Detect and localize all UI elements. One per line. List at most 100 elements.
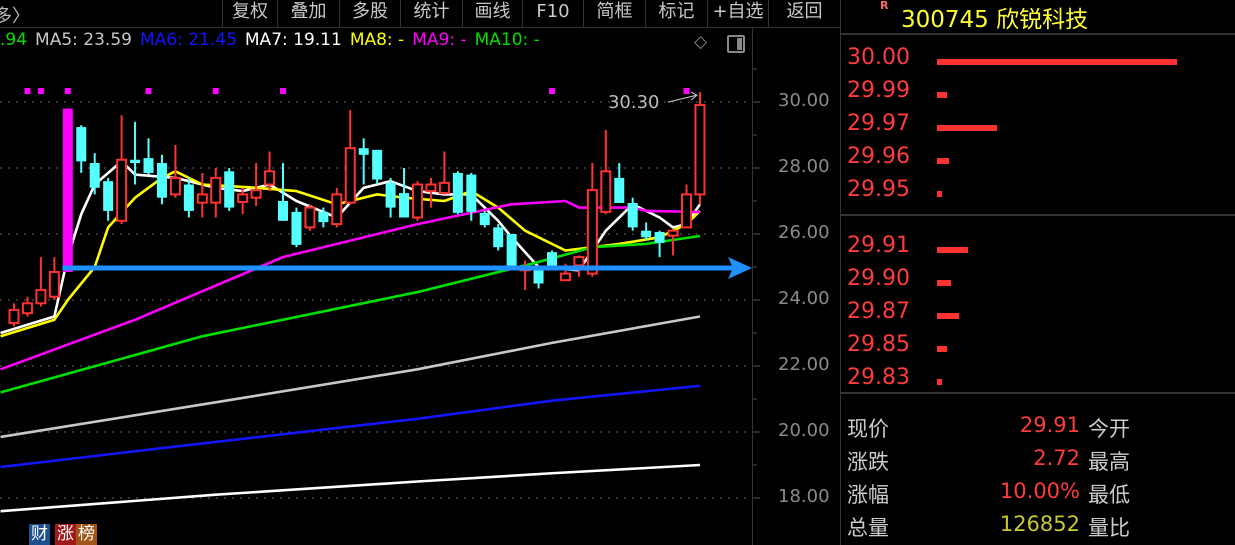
ma-line-4	[0, 315, 701, 439]
ma-legend: .94 MA5: 23.59 MA6: 21.45 MA7: 19.11 MA8: - M…	[0, 30, 548, 54]
candle-body	[627, 202, 638, 228]
candle-body	[116, 158, 128, 222]
ask-volume-bar	[937, 125, 997, 131]
bid-price: 29.83	[847, 365, 910, 390]
candle-body	[614, 177, 625, 203]
bid-row[interactable]: 29.91	[847, 233, 1235, 265]
draw-line-button[interactable]: 画线	[462, 0, 522, 27]
high-pointer-arrow	[667, 94, 698, 103]
ask-volume-bar	[937, 59, 1177, 65]
candle-body	[76, 127, 87, 162]
candle-body	[681, 193, 692, 229]
stat-label: 涨幅	[847, 483, 889, 507]
ma7-value: MA7: 19.11	[244, 30, 342, 50]
bid-volume-bar	[937, 379, 942, 385]
candle-body	[385, 182, 396, 208]
rank-badge-list[interactable]: 榜	[76, 524, 97, 545]
financing-badge: R	[880, 0, 889, 12]
price-tick-label: 20.00	[778, 420, 830, 441]
ma4-value: .94	[0, 30, 28, 50]
candle-body	[425, 183, 437, 193]
signal-mark	[212, 88, 219, 94]
signal-mark	[145, 88, 152, 94]
candle-body	[35, 289, 47, 305]
candle-body	[156, 163, 167, 198]
ask-row[interactable]: 29.96	[847, 144, 1235, 176]
stat-label-secondary: 量比	[1088, 516, 1130, 540]
candle-body	[291, 211, 302, 245]
candle-body	[466, 174, 477, 212]
finance-badge[interactable]: 财	[29, 524, 50, 545]
simple-frame-button[interactable]: 简框	[583, 0, 645, 27]
stat-row: 总量 126852 量比	[847, 512, 1235, 544]
bid-price: 29.91	[847, 233, 910, 258]
bid-volume-bar	[937, 313, 959, 319]
candlestick-chart[interactable]: 30.30	[0, 0, 840, 545]
mark-button[interactable]: 标记	[645, 0, 707, 27]
ma10-value: MA10: -	[474, 30, 540, 50]
stat-row: 涨跌 2.72 最高	[847, 446, 1235, 478]
candle-body	[250, 189, 262, 199]
price-tick-label: 28.00	[778, 156, 830, 177]
add-watchlist-button[interactable]: +自选	[707, 0, 768, 27]
candle-body	[304, 206, 316, 229]
stat-value: 126852	[999, 512, 1080, 536]
breadcrumb-more[interactable]: 多〉	[0, 6, 30, 27]
ma-line-6	[0, 463, 701, 513]
ma-line-5	[0, 384, 701, 469]
candle-body	[48, 270, 60, 298]
diamond-icon[interactable]: ◇	[694, 32, 708, 52]
candle-body	[21, 302, 33, 315]
ask-price: 29.97	[847, 111, 910, 136]
stat-label-secondary: 最高	[1088, 450, 1130, 474]
candle-body	[493, 227, 504, 248]
restore-rights-button[interactable]: 复权	[222, 0, 277, 27]
stat-value: 29.91	[1019, 413, 1080, 437]
candle-body	[372, 149, 383, 180]
candle-body	[452, 172, 463, 213]
candle-body	[654, 232, 665, 243]
ask-price: 29.99	[847, 78, 910, 103]
ask-row[interactable]: 30.00	[847, 45, 1235, 77]
candle-body	[506, 234, 517, 267]
ask-volume-bar	[937, 158, 949, 164]
bid-row[interactable]: 29.83	[847, 365, 1235, 397]
high-pointer-arrowhead	[690, 91, 698, 101]
multi-stock-button[interactable]: 多股	[339, 0, 400, 27]
ask-price: 30.00	[847, 45, 910, 70]
bid-row[interactable]: 29.90	[847, 266, 1235, 298]
bid-volume-bar	[937, 346, 947, 352]
candle-body	[264, 170, 276, 186]
candle-body	[479, 212, 490, 226]
bid-row[interactable]: 29.85	[847, 332, 1235, 364]
overlay-button[interactable]: 叠加	[277, 0, 339, 27]
candle-body	[694, 103, 706, 196]
f10-button[interactable]: F10	[522, 0, 583, 27]
stat-label: 总量	[847, 516, 889, 540]
candle-body	[547, 252, 557, 267]
ask-row[interactable]: 29.95	[847, 177, 1235, 209]
candle-body	[399, 193, 410, 218]
signal-mark	[24, 88, 31, 94]
candle-body	[559, 272, 571, 282]
ma9-value: MA9: -	[412, 30, 467, 50]
statistics-button[interactable]: 统计	[400, 0, 462, 27]
ma6-value: MA6: 21.45	[139, 30, 237, 50]
stat-label: 现价	[847, 417, 889, 441]
bid-price: 29.87	[847, 299, 910, 324]
candle-body	[573, 256, 585, 267]
back-button[interactable]: 返回	[768, 0, 840, 27]
bid-volume-bar	[937, 280, 952, 286]
candle-body	[358, 148, 369, 155]
ask-row[interactable]: 29.97	[847, 111, 1235, 143]
rank-badge-rise[interactable]: 涨	[55, 524, 76, 545]
candle-body	[89, 163, 100, 188]
high-price-label: 30.30	[608, 92, 660, 113]
bid-row[interactable]: 29.87	[847, 299, 1235, 331]
candle-body	[169, 176, 181, 196]
ask-row[interactable]: 29.99	[847, 78, 1235, 110]
panel-toggle-icon[interactable]	[727, 35, 745, 53]
candle-body	[62, 108, 73, 272]
price-tick-label: 22.00	[778, 354, 830, 375]
stat-row: 涨幅 10.00% 最低	[847, 479, 1235, 511]
